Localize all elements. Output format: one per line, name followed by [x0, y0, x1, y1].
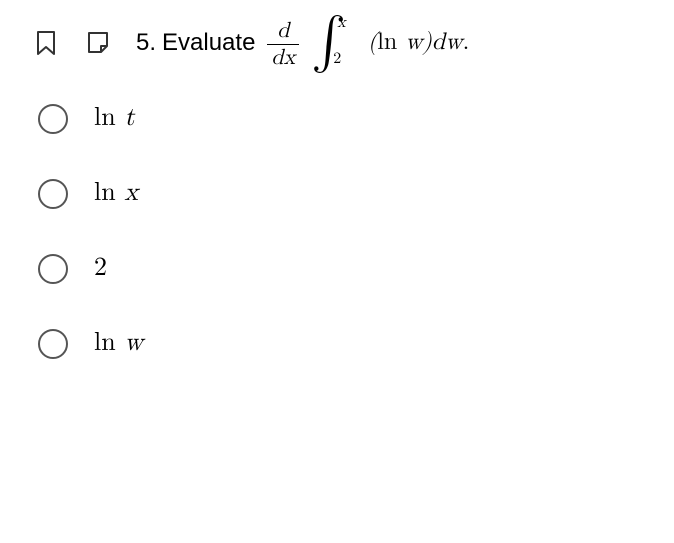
question-text: 5. Evaluate d dx ∫ x 2 (ln w)dw. — [136, 18, 469, 67]
option-label: ln w — [94, 328, 143, 359]
option-a[interactable]: ln t — [38, 103, 642, 134]
integral-upper-limit: x — [337, 14, 345, 33]
radio-icon[interactable] — [38, 254, 68, 284]
integral: ∫ x 2 (ln w)dw. — [311, 22, 469, 64]
option-c[interactable]: 2 — [38, 253, 642, 284]
option-b[interactable]: ln x — [38, 178, 642, 209]
radio-icon[interactable] — [38, 179, 68, 209]
question-container: 5. Evaluate d dx ∫ x 2 (ln w)dw. ln t ln… — [0, 0, 674, 377]
note-icon[interactable] — [84, 27, 112, 59]
option-label: ln x — [94, 178, 138, 209]
option-label: ln t — [94, 103, 134, 134]
option-d[interactable]: ln w — [38, 328, 642, 359]
radio-icon[interactable] — [38, 104, 68, 134]
radio-icon[interactable] — [38, 329, 68, 359]
option-label: 2 — [94, 253, 107, 284]
integral-lower-limit: 2 — [333, 50, 341, 69]
question-number: 5. — [136, 29, 156, 57]
integrand: (ln w)dw. — [368, 28, 469, 57]
bookmark-icon[interactable] — [32, 27, 60, 59]
derivative-fraction: d dx — [267, 20, 299, 69]
options-list: ln t ln x 2 ln w — [32, 103, 642, 359]
question-row: 5. Evaluate d dx ∫ x 2 (ln w)dw. — [32, 18, 642, 67]
prompt-word: Evaluate — [162, 29, 255, 57]
frac-denominator: dx — [267, 44, 299, 69]
frac-numerator: d — [273, 20, 293, 44]
